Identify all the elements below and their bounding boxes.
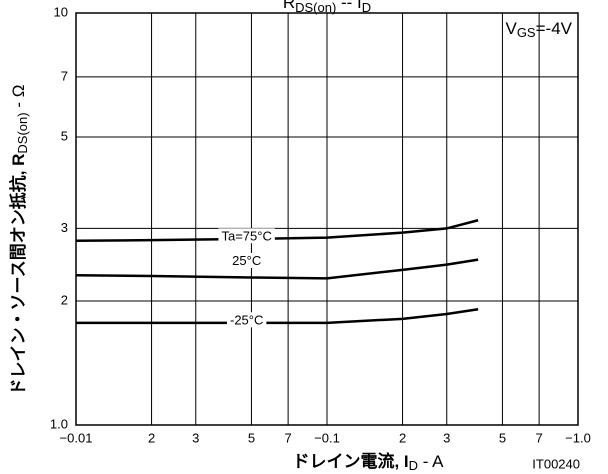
x-tick-label: 3 — [192, 430, 199, 445]
label-part: DS(on) — [15, 112, 30, 153]
title-part: DS(on) — [295, 0, 336, 15]
x-tick-label: 5 — [499, 430, 506, 445]
x-tick-label: 7 — [536, 430, 543, 445]
annotation-part: =-4V — [536, 19, 573, 38]
series-label: -25°C — [230, 312, 263, 327]
x-tick-label: 3 — [443, 430, 450, 445]
title-part: D — [362, 0, 371, 15]
chart-title: RDS(on) -- ID — [283, 0, 371, 15]
annotation-part: GS — [517, 25, 536, 40]
series-line — [76, 307, 479, 325]
y-axis-label: ドレイン・ソース間オン抵抗, RDS(on) - Ω — [8, 85, 30, 396]
y-tick-label: 3 — [61, 220, 68, 235]
figure-id: IT00240 — [532, 456, 580, 471]
annotation: VGS=-4V — [505, 19, 572, 40]
y-tick-label: 1.0 — [50, 416, 68, 431]
label-part: ドレイン電流, I — [292, 451, 408, 471]
y-tick-label: 7 — [61, 68, 68, 83]
label-part: ドレイン・ソース間オン抵抗, R — [8, 154, 28, 396]
y-tick-label: 2 — [61, 292, 68, 307]
x-tick-label: 7 — [285, 430, 292, 445]
label-part: - A — [418, 452, 444, 471]
title-part: R — [283, 0, 295, 12]
x-axis-label: ドレイン電流, ID - A — [292, 451, 444, 473]
series-line — [75, 258, 479, 280]
label-background — [218, 228, 275, 244]
series-label: 25°C — [232, 253, 261, 268]
x-tick-label: 2 — [148, 430, 155, 445]
annotation-part: V — [505, 19, 517, 38]
x-tick-label: −0.1 — [314, 430, 340, 445]
x-tick-label: −0.01 — [60, 430, 93, 445]
y-tick-label: 10 — [54, 4, 68, 19]
x-tick-label: 5 — [248, 430, 255, 445]
y-tick-label: 5 — [61, 128, 68, 143]
label-part: - Ω — [9, 85, 28, 113]
series-line — [75, 219, 479, 243]
label-background — [229, 252, 265, 268]
series-label: Ta=75°C — [221, 228, 271, 243]
x-tick-label: −1.0 — [565, 430, 591, 445]
x-tick-label: 2 — [399, 430, 406, 445]
label-part: D — [409, 458, 418, 473]
label-background — [226, 312, 267, 328]
title-part: -- I — [336, 0, 362, 12]
